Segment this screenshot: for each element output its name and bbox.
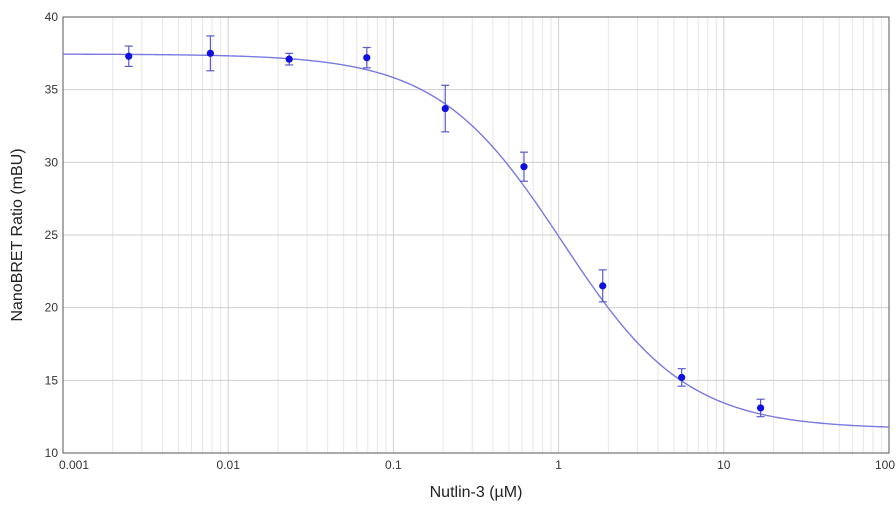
x-tick-label: 1	[555, 458, 562, 472]
point-marker	[756, 404, 765, 412]
point-marker	[206, 49, 214, 57]
data-point	[206, 35, 215, 72]
fit-curve-group	[63, 53, 890, 428]
y-tick-label: 10	[45, 446, 59, 460]
data-point	[519, 151, 528, 182]
y-tick-label: 15	[45, 373, 59, 387]
point-marker	[285, 55, 293, 63]
y-tick-label: 35	[45, 83, 59, 97]
point-marker	[599, 282, 607, 290]
data-points	[124, 35, 765, 418]
data-point	[756, 398, 765, 418]
x-tick-label: 0.001	[59, 458, 89, 472]
y-tick-label: 40	[45, 10, 59, 24]
data-point	[124, 45, 133, 68]
data-point	[677, 368, 686, 387]
data-point	[362, 46, 371, 69]
y-tick-label: 20	[45, 301, 59, 315]
y-axis-label: NanoBRET Ratio (mBU)	[9, 148, 26, 321]
y-tick-label: 30	[45, 155, 59, 169]
y-tick-label: 25	[45, 228, 59, 242]
data-point	[598, 269, 607, 303]
plot-frame	[62, 16, 890, 454]
point-marker	[520, 163, 528, 171]
x-axis-label: Nutlin-3 (µM)	[430, 484, 523, 501]
fit-curve	[63, 53, 890, 428]
grid	[62, 16, 890, 454]
point-marker	[125, 52, 133, 60]
data-point	[441, 84, 450, 133]
x-tick-labels: 0.001 0.01 0.1 1 10 100	[59, 458, 895, 472]
x-tick-label: 0.1	[385, 458, 402, 472]
x-tick-label: 10	[717, 458, 731, 472]
x-tick-label: 0.01	[217, 458, 241, 472]
x-tick-label: 100	[875, 458, 895, 472]
point-marker	[441, 104, 449, 113]
data-point	[285, 52, 294, 66]
point-marker	[363, 54, 371, 62]
y-tick-labels: 10 15 20 25 30 35 40	[45, 10, 59, 460]
point-marker	[678, 373, 686, 382]
